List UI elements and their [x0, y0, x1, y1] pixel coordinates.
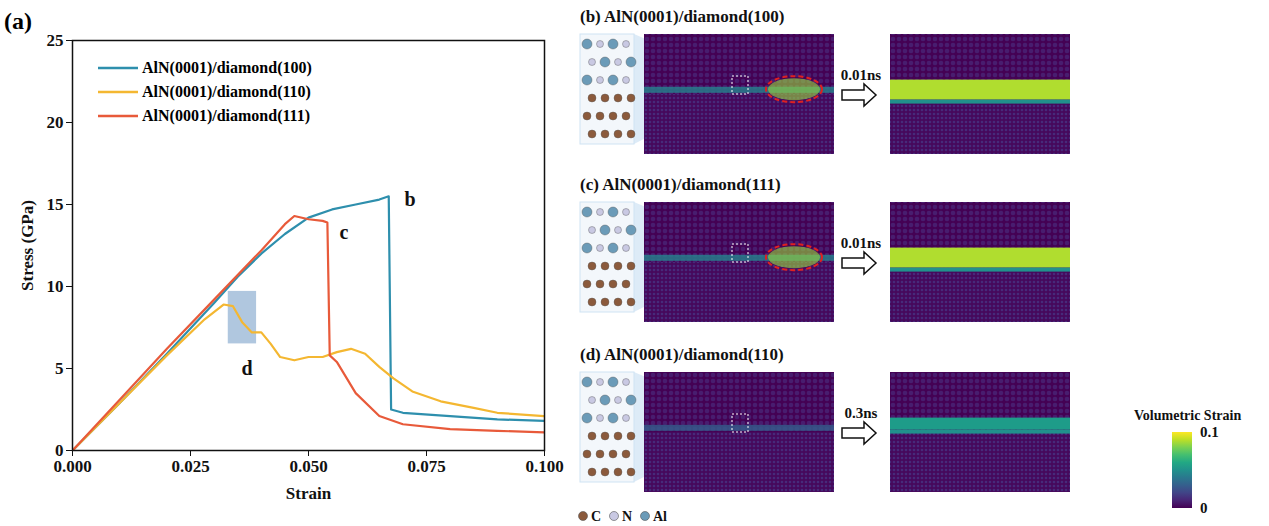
- svg-text:0.050: 0.050: [289, 457, 327, 476]
- svg-text:c: c: [339, 221, 348, 243]
- svg-text:0.3ns: 0.3ns: [845, 405, 878, 421]
- svg-text:0: 0: [1200, 500, 1208, 516]
- svg-text:C: C: [591, 509, 601, 524]
- svg-text:20: 20: [47, 113, 64, 132]
- svg-text:0.075: 0.075: [407, 457, 445, 476]
- svg-text:N: N: [622, 509, 632, 524]
- svg-text:15: 15: [47, 195, 64, 214]
- svg-text:0.01ns: 0.01ns: [841, 235, 882, 251]
- svg-text:b: b: [404, 188, 415, 210]
- html-text:AlN(0001)/diamond(100): AlN(0001)/diamond(100): [142, 59, 312, 76]
- svg-text:(d) AlN(0001)/diamond(110): (d) AlN(0001)/diamond(110): [580, 345, 784, 364]
- svg-text:0: 0: [55, 440, 64, 460]
- html-text:(a): (a): [4, 8, 32, 34]
- svg-text:Volumetric Strain: Volumetric Strain: [1134, 408, 1241, 423]
- svg-text:d: d: [242, 357, 253, 379]
- html-text:AlN(0001)/diamond(111): AlN(0001)/diamond(111): [142, 107, 310, 124]
- svg-text:Strain: Strain: [286, 484, 332, 503]
- svg-text:0.025: 0.025: [171, 457, 209, 476]
- svg-text:25: 25: [47, 31, 64, 50]
- svg-text:0.1: 0.1: [1200, 424, 1219, 440]
- html-text:AlN(0001)/diamond(110): AlN(0001)/diamond(110): [142, 83, 311, 100]
- svg-text:Stress (GPa): Stress (GPa): [18, 200, 37, 291]
- svg-text:0.000: 0.000: [53, 457, 91, 476]
- svg-text:(b) AlN(0001)/diamond(100): (b) AlN(0001)/diamond(100): [580, 7, 784, 26]
- svg-text:10: 10: [47, 277, 64, 296]
- svg-text:5: 5: [55, 359, 64, 378]
- svg-text:0.01ns: 0.01ns: [841, 67, 882, 83]
- svg-text:Al: Al: [653, 509, 667, 524]
- svg-text:0.100: 0.100: [525, 457, 563, 476]
- svg-text:(c) AlN(0001)/diamond(111): (c) AlN(0001)/diamond(111): [580, 175, 781, 194]
